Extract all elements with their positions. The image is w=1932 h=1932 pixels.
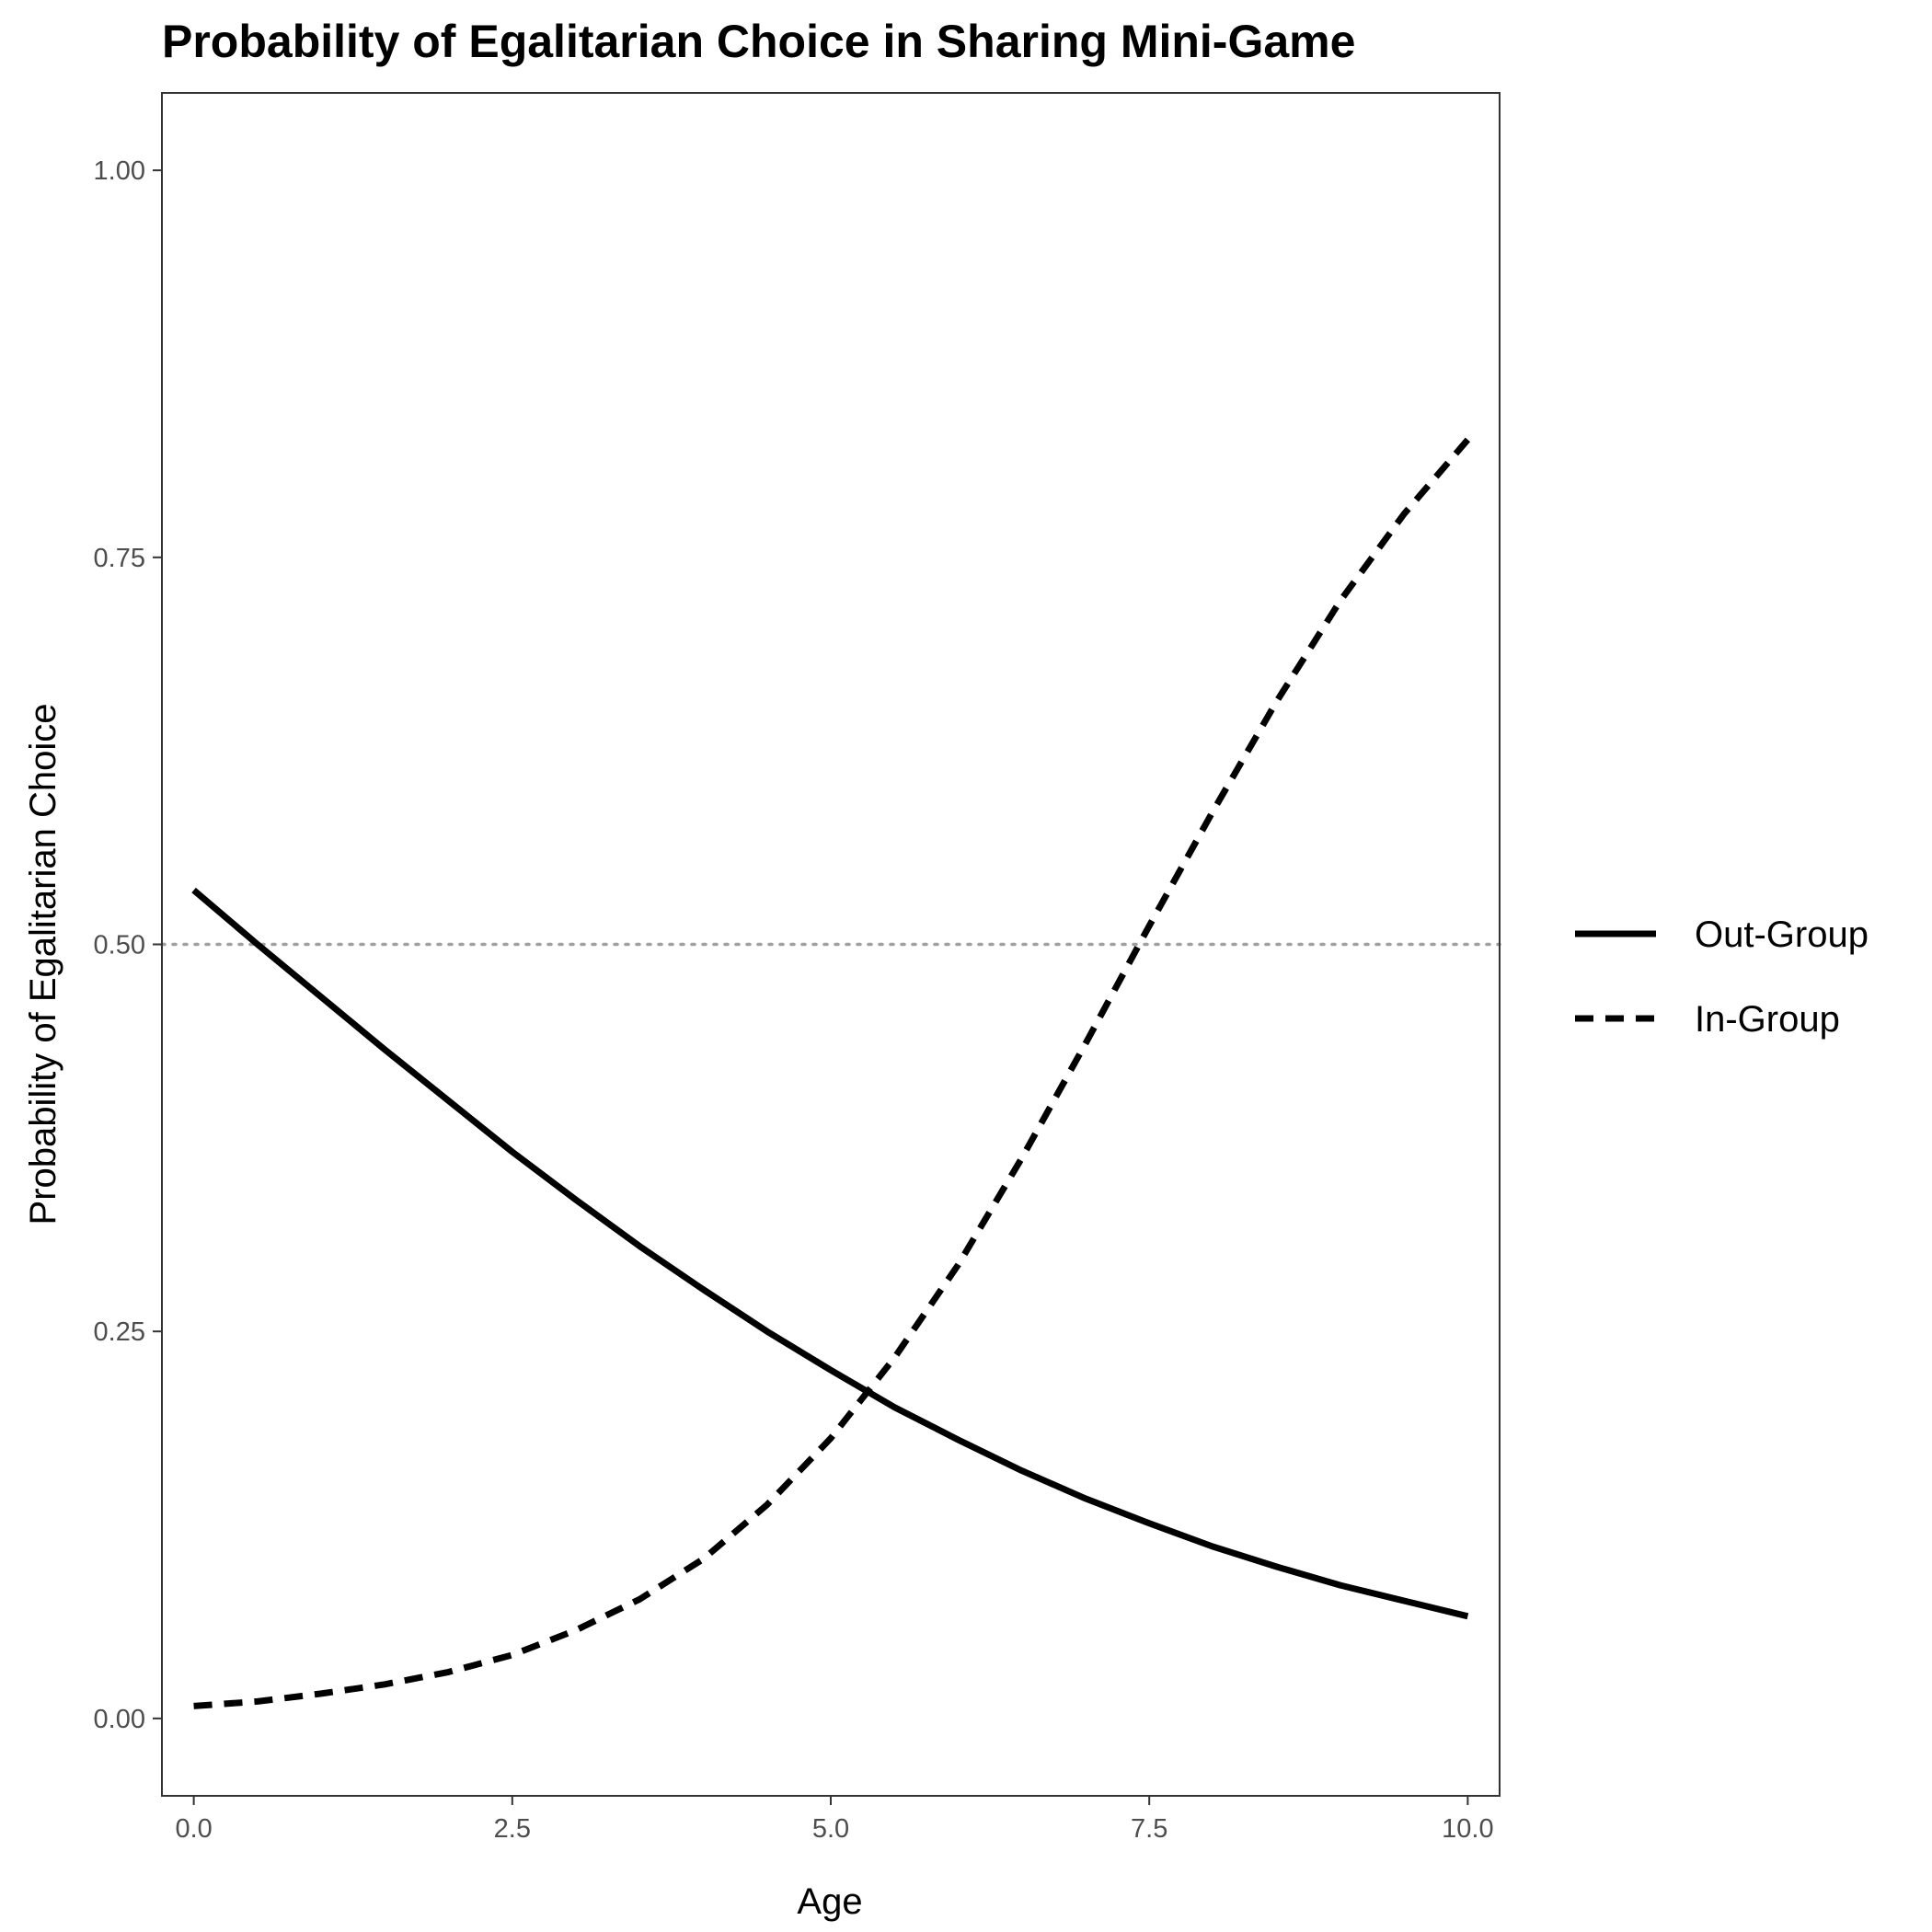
x-tick-label: 0.0	[175, 1814, 212, 1844]
legend-label: Out-Group	[1695, 914, 1869, 955]
x-tick-label: 2.5	[494, 1814, 531, 1844]
y-axis: 0.00 0.25 0.50 0.75 1.00	[94, 156, 162, 1734]
y-tick-label: 0.50	[94, 931, 145, 960]
y-tick-label: 0.25	[94, 1317, 145, 1347]
legend: Out-Group In-Group	[1575, 914, 1869, 1040]
series-line-out-group	[191, 887, 1469, 1620]
y-axis-title: Probability of Egalitarian Choice	[23, 704, 63, 1225]
x-tick-label: 7.5	[1131, 1814, 1167, 1844]
legend-label: In-Group	[1695, 999, 1840, 1040]
y-tick-label: 0.00	[94, 1705, 145, 1734]
x-tick-label: 10.0	[1442, 1814, 1493, 1844]
x-tick-label: 5.0	[812, 1814, 849, 1844]
chart-title: Probability of Egalitarian Choice in Sha…	[162, 16, 1355, 67]
x-axis-title: Age	[797, 1881, 862, 1922]
series-line-in-group	[193, 437, 1471, 1709]
x-axis: 0.0 2.5 5.0 7.5 10.0	[175, 1796, 1494, 1844]
y-tick-label: 0.75	[94, 544, 145, 573]
y-tick-label: 1.00	[94, 156, 145, 186]
